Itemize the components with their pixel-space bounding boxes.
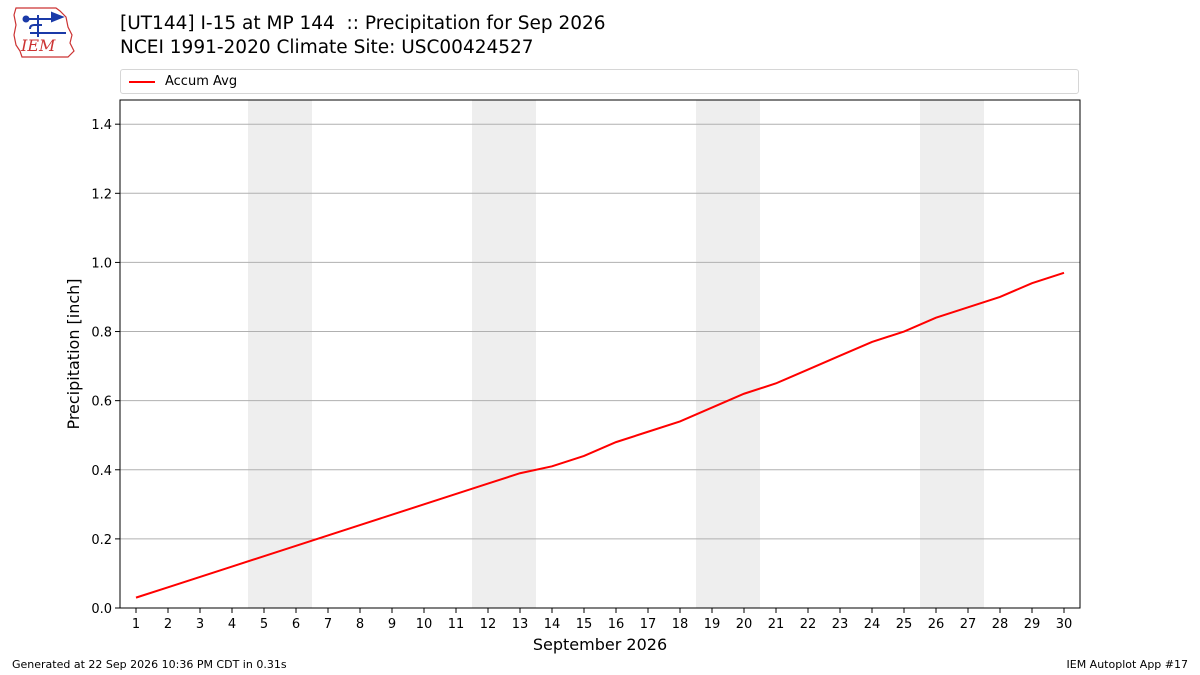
x-tick-label-7: 7 xyxy=(324,617,332,632)
x-tick-label-30: 30 xyxy=(1056,617,1073,632)
legend: Accum Avg xyxy=(120,69,1079,94)
y-axis-ticks: 0.0 0.2 0.4 0.6 0.8 1.0 1.2 1.4 xyxy=(91,118,120,617)
chart-subtitle: NCEI 1991-2020 Climate Site: USC00424527 xyxy=(120,37,534,58)
y-axis-label: Precipitation [inch] xyxy=(64,278,83,429)
x-tick-label-3: 3 xyxy=(196,617,204,632)
x-tick-label-27: 27 xyxy=(960,617,977,632)
y-tick-label-6: 1.2 xyxy=(91,187,112,202)
weekend-bands xyxy=(248,100,984,608)
chart-title: [UT144] I-15 at MP 144 :: Precipitation … xyxy=(120,13,606,34)
y-tick-label-5: 1.0 xyxy=(91,256,112,271)
y-tick-label-4: 0.8 xyxy=(91,326,112,341)
x-tick-label-17: 17 xyxy=(640,617,657,632)
x-tick-label-19: 19 xyxy=(704,617,721,632)
footer-generated: Generated at 22 Sep 2026 10:36 PM CDT in… xyxy=(12,658,287,671)
x-axis-label: September 2026 xyxy=(533,635,667,654)
x-tick-label-18: 18 xyxy=(672,617,689,632)
x-tick-label-20: 20 xyxy=(736,617,753,632)
y-tick-label-3: 0.6 xyxy=(91,395,112,410)
x-tick-label-16: 16 xyxy=(608,617,625,632)
x-tick-label-2: 2 xyxy=(164,617,172,632)
y-tick-label-0: 0.0 xyxy=(91,602,112,617)
x-tick-label-25: 25 xyxy=(896,617,913,632)
weekend-band-4 xyxy=(920,100,984,608)
iem-logo: IEM xyxy=(13,7,75,58)
y-tick-label-2: 0.4 xyxy=(91,464,112,479)
x-tick-label-9: 9 xyxy=(388,617,396,632)
x-tick-label-24: 24 xyxy=(864,617,881,632)
x-tick-label-11: 11 xyxy=(448,617,465,632)
logo-text: IEM xyxy=(20,36,56,55)
grid-lines xyxy=(120,123,1080,540)
x-tick-label-23: 23 xyxy=(832,617,849,632)
x-tick-label-1: 1 xyxy=(132,617,140,632)
x-tick-label-10: 10 xyxy=(416,617,433,632)
footer-app: IEM Autoplot App #17 xyxy=(1066,658,1189,671)
x-tick-label-8: 8 xyxy=(356,617,364,632)
x-tick-label-15: 15 xyxy=(576,617,593,632)
x-tick-label-22: 22 xyxy=(800,617,817,632)
weather-station-icon xyxy=(22,11,66,37)
series-line-accum-avg xyxy=(135,271,1065,599)
x-tick-label-4: 4 xyxy=(228,617,236,632)
x-tick-label-21: 21 xyxy=(768,617,785,632)
weekend-band-2 xyxy=(472,100,536,608)
x-tick-label-14: 14 xyxy=(544,617,561,632)
x-axis-ticks: 1 2 3 4 5 6 7 8 9 10 11 12 13 14 15 16 17 18 19 20 21 22 23 24 2… xyxy=(132,608,1072,632)
legend-label-accum-avg: Accum Avg xyxy=(165,74,238,89)
x-tick-label-28: 28 xyxy=(992,617,1009,632)
weekend-band-1 xyxy=(248,100,312,608)
x-tick-label-5: 5 xyxy=(260,617,268,632)
y-tick-label-1: 0.2 xyxy=(91,533,112,548)
x-tick-label-12: 12 xyxy=(480,617,497,632)
weekend-band-3 xyxy=(696,100,760,608)
x-tick-label-13: 13 xyxy=(512,617,529,632)
x-tick-label-6: 6 xyxy=(292,617,300,632)
x-tick-label-26: 26 xyxy=(928,617,945,632)
y-tick-label-7: 1.4 xyxy=(91,118,112,133)
legend-swatch-accum-avg xyxy=(129,81,155,83)
x-tick-label-29: 29 xyxy=(1024,617,1041,632)
plot-frame xyxy=(119,99,1081,609)
